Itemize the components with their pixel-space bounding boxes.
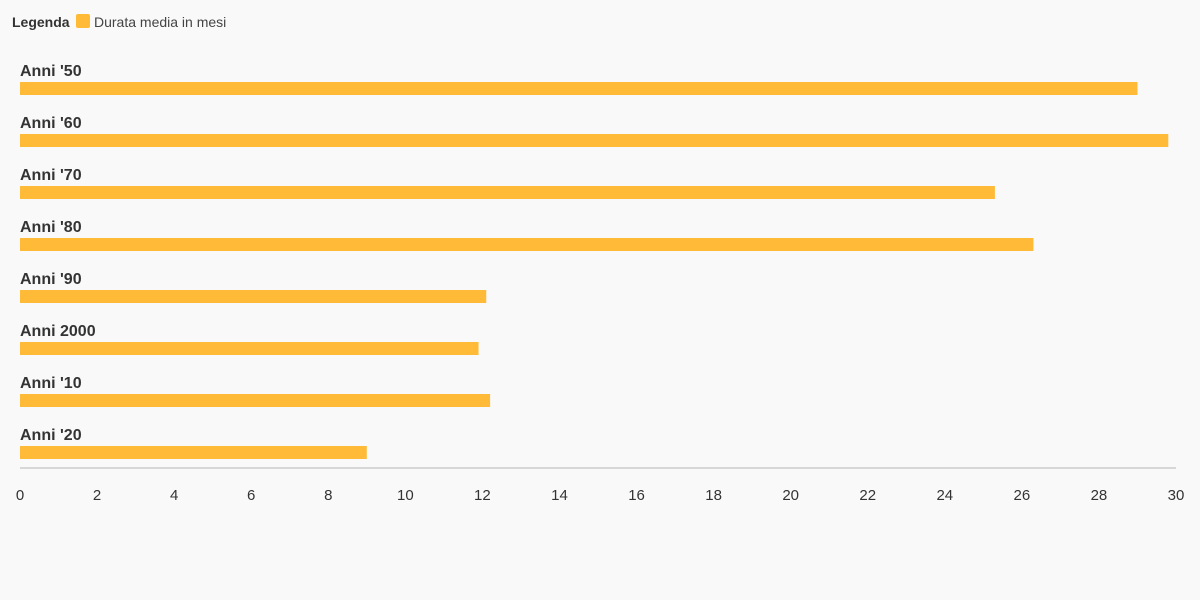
legend-entry-label: Durata media in mesi [94, 14, 226, 30]
bar[interactable] [20, 82, 1138, 95]
bar[interactable] [20, 446, 367, 459]
x-tick-label: 0 [16, 487, 24, 504]
bar[interactable] [20, 186, 995, 199]
category-label: Anni 2000 [20, 323, 96, 340]
category-label: Anni '60 [20, 115, 82, 132]
legend: Legenda Durata media in mesi [12, 14, 226, 30]
category-label: Anni '90 [20, 271, 82, 288]
x-tick-label: 30 [1168, 487, 1185, 504]
x-tick-label: 18 [705, 487, 722, 504]
category-label: Anni '50 [20, 63, 82, 80]
x-tick-label: 8 [324, 487, 332, 504]
x-tick-label: 2 [93, 487, 101, 504]
x-tick-label: 16 [628, 487, 645, 504]
legend-title: Legenda [12, 14, 70, 30]
x-tick-label: 24 [936, 487, 953, 504]
bar[interactable] [20, 290, 487, 303]
x-tick-label: 6 [247, 487, 255, 504]
category-label: Anni '20 [20, 427, 82, 444]
x-tick-label: 12 [474, 487, 491, 504]
x-tick-label: 20 [782, 487, 799, 504]
bars-group: Anni '50 Anni '60 Anni '70 Anni '80 Anni '90… [20, 63, 1169, 459]
category-label: Anni '10 [20, 375, 82, 392]
x-tick-label: 10 [397, 487, 414, 504]
bar[interactable] [20, 238, 1034, 251]
x-axis-ticks: 0 2 4 6 8 10 12 14 16 18 20 22 24 26 28 30 [16, 487, 1185, 504]
category-label: Anni '70 [20, 167, 82, 184]
x-tick-label: 22 [859, 487, 876, 504]
bar[interactable] [20, 342, 479, 355]
bar[interactable] [20, 394, 491, 407]
x-tick-label: 26 [1014, 487, 1031, 504]
bar[interactable] [20, 134, 1169, 147]
x-tick-label: 4 [170, 487, 178, 504]
x-tick-label: 28 [1091, 487, 1108, 504]
category-label: Anni '80 [20, 219, 82, 236]
x-tick-label: 14 [551, 487, 568, 504]
legend-swatch [76, 14, 90, 28]
